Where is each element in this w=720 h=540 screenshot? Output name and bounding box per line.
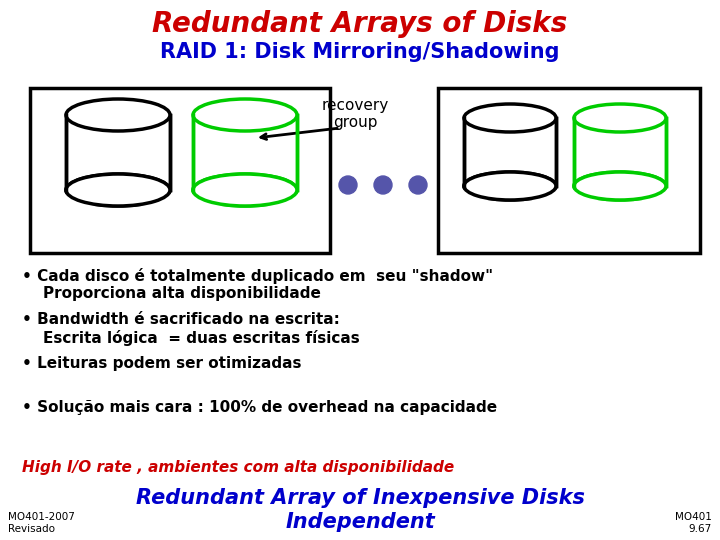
Ellipse shape	[193, 174, 297, 206]
Text: MO401
9.67: MO401 9.67	[675, 512, 712, 534]
Text: Redundant Arrays of Disks: Redundant Arrays of Disks	[153, 10, 567, 38]
Text: • Leituras podem ser otimizadas: • Leituras podem ser otimizadas	[22, 356, 302, 371]
Ellipse shape	[374, 176, 392, 194]
Text: • Bandwidth é sacrificado na escrita:
    Escrita lógica  = duas escritas física: • Bandwidth é sacrificado na escrita: Es…	[22, 312, 360, 346]
Text: Redundant Array of Inexpensive Disks: Redundant Array of Inexpensive Disks	[135, 488, 585, 508]
Bar	[464, 118, 556, 186]
Bar	[66, 115, 170, 190]
Text: RAID 1: Disk Mirroring/Shadowing: RAID 1: Disk Mirroring/Shadowing	[161, 42, 559, 62]
Text: MO401-2007
Revisado: MO401-2007 Revisado	[8, 512, 75, 534]
Ellipse shape	[464, 172, 556, 200]
Bar	[574, 118, 666, 186]
Text: Independent: Independent	[285, 512, 435, 532]
Text: recovery
group: recovery group	[321, 98, 389, 130]
Text: • Solução mais cara : 100% de overhead na capacidade: • Solução mais cara : 100% de overhead n…	[22, 400, 497, 415]
Ellipse shape	[66, 174, 170, 206]
Ellipse shape	[574, 172, 666, 200]
Ellipse shape	[193, 99, 297, 131]
Ellipse shape	[409, 176, 427, 194]
Bar	[66, 190, 170, 206]
Ellipse shape	[464, 104, 556, 132]
Text: • Cada disco é totalmente duplicado em  seu "shadow"
    Proporciona alta dispon: • Cada disco é totalmente duplicado em s…	[22, 268, 493, 301]
Bar	[574, 186, 666, 200]
Bar	[438, 88, 700, 253]
Ellipse shape	[339, 176, 357, 194]
Text: High I/O rate , ambientes com alta disponibilidade: High I/O rate , ambientes com alta dispo…	[22, 460, 454, 475]
Bar	[464, 186, 556, 200]
Bar	[30, 88, 330, 253]
Ellipse shape	[464, 172, 556, 200]
Ellipse shape	[193, 174, 297, 206]
Ellipse shape	[66, 99, 170, 131]
Ellipse shape	[66, 174, 170, 206]
Bar	[193, 190, 297, 206]
Ellipse shape	[574, 172, 666, 200]
Ellipse shape	[574, 104, 666, 132]
Bar	[193, 115, 297, 190]
